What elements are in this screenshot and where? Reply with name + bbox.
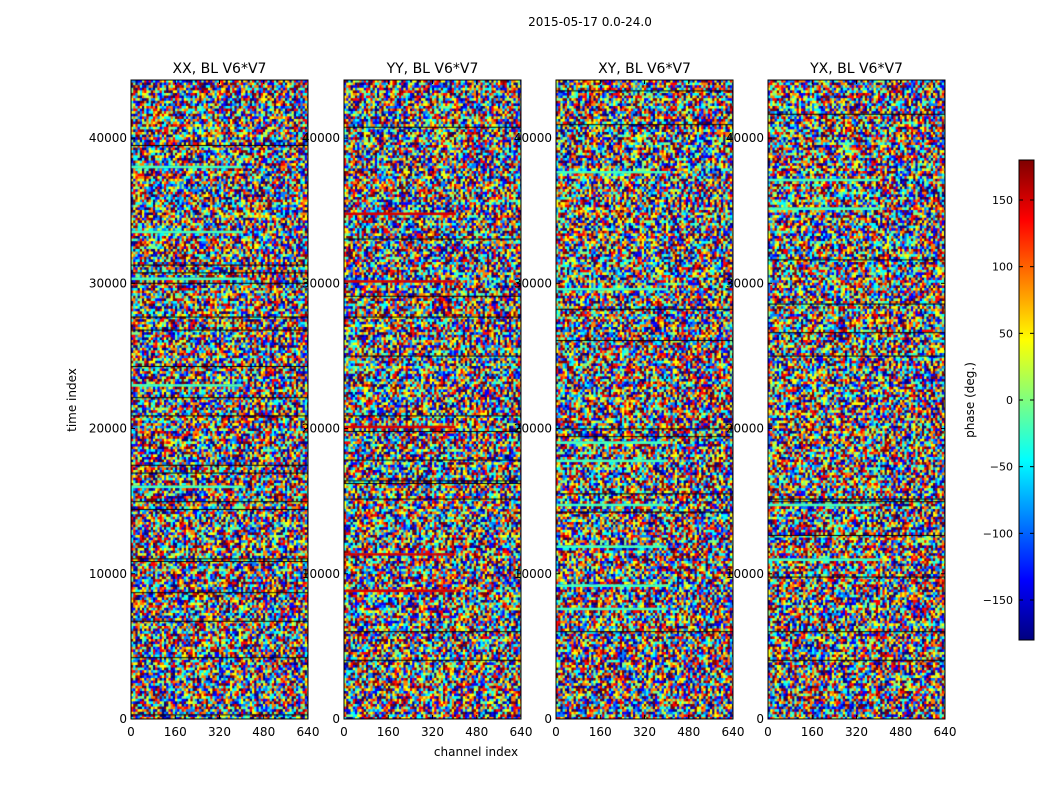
x-tick-label: 640 — [510, 725, 533, 739]
y-tick-label: 10000 — [726, 567, 764, 581]
y-tick-label: 0 — [756, 712, 764, 726]
y-tick-label: 20000 — [302, 422, 340, 436]
y-tick-label: 40000 — [302, 131, 340, 145]
y-tick-label: 10000 — [89, 567, 127, 581]
panels: XX, BL V6*V7 0 160 320 480 640 0 10000 20000 3000… — [89, 61, 957, 739]
x-tick-label: 0 — [340, 725, 348, 739]
heatmap-image — [131, 80, 308, 719]
y-tick-label: 20000 — [514, 422, 552, 436]
x-tick-label: 160 — [164, 725, 187, 739]
panel-3: XY, BL V6*V7 0 160 320 480 640 0 10000 20000 3000… — [514, 61, 745, 739]
y-tick-label: 20000 — [726, 422, 764, 436]
x-tick-label: 480 — [252, 725, 275, 739]
colorbar-tick-label: 100 — [992, 261, 1013, 274]
y-tick-label: 40000 — [89, 131, 127, 145]
x-tick-label: 320 — [845, 725, 868, 739]
y-tick-label: 0 — [119, 712, 127, 726]
x-tick-label: 160 — [801, 725, 824, 739]
y-axis-label: time index — [65, 368, 79, 432]
x-tick-label: 320 — [208, 725, 231, 739]
x-tick-label: 160 — [589, 725, 612, 739]
x-tick-label: 640 — [722, 725, 745, 739]
x-tick-label: 0 — [764, 725, 772, 739]
x-axis-label: channel index — [434, 745, 518, 759]
colorbar-tick-label: 50 — [999, 327, 1013, 340]
panel-title: YY, BL V6*V7 — [386, 61, 479, 77]
panel-title: YX, BL V6*V7 — [809, 61, 903, 77]
figure-suptitle: 2015-05-17 0.0-24.0 — [528, 15, 652, 29]
x-tick-label: 480 — [677, 725, 700, 739]
y-tick-label: 0 — [544, 712, 552, 726]
y-tick-label: 30000 — [726, 276, 764, 290]
panel-title: XY, BL V6*V7 — [598, 61, 691, 77]
colorbar-tick-label: −50 — [990, 461, 1013, 474]
colorbar-tick-label: 150 — [992, 194, 1013, 207]
colorbar-tick-label: −150 — [983, 594, 1013, 607]
panel-2: YY, BL V6*V7 0 160 320 480 640 0 10000 20000 3000… — [302, 61, 533, 739]
colorbar: 150 100 50 0 −50 −100 −150 — [983, 159, 1035, 641]
x-tick-label: 640 — [934, 725, 957, 739]
x-tick-label: 320 — [421, 725, 444, 739]
heatmap-image — [556, 80, 733, 719]
y-tick-label: 10000 — [514, 567, 552, 581]
y-tick-label: 40000 — [514, 131, 552, 145]
y-tick-label: 30000 — [302, 276, 340, 290]
x-tick-label: 480 — [889, 725, 912, 739]
colorbar-label: phase (deg.) — [963, 362, 977, 438]
panel-4: YX, BL V6*V7 0 160 320 480 640 0 10000 20000 3000… — [726, 61, 957, 739]
x-tick-label: 0 — [127, 725, 135, 739]
heatmap-image — [344, 80, 521, 719]
y-tick-label: 30000 — [514, 276, 552, 290]
y-tick-label: 40000 — [726, 131, 764, 145]
colorbar-tick-label: 0 — [1006, 394, 1013, 407]
x-tick-label: 0 — [552, 725, 560, 739]
panel-title: XX, BL V6*V7 — [173, 61, 267, 77]
panel-1: XX, BL V6*V7 0 160 320 480 640 0 10000 20000 3000… — [89, 61, 320, 739]
y-tick-label: 30000 — [89, 276, 127, 290]
x-tick-label: 480 — [465, 725, 488, 739]
x-tick-label: 160 — [377, 725, 400, 739]
x-tick-label: 320 — [633, 725, 656, 739]
y-tick-label: 10000 — [302, 567, 340, 581]
colorbar-tick-label: −100 — [983, 527, 1013, 540]
y-tick-label: 0 — [332, 712, 340, 726]
x-tick-label: 640 — [297, 725, 320, 739]
y-tick-label: 20000 — [89, 422, 127, 436]
heatmap-image — [768, 80, 945, 719]
